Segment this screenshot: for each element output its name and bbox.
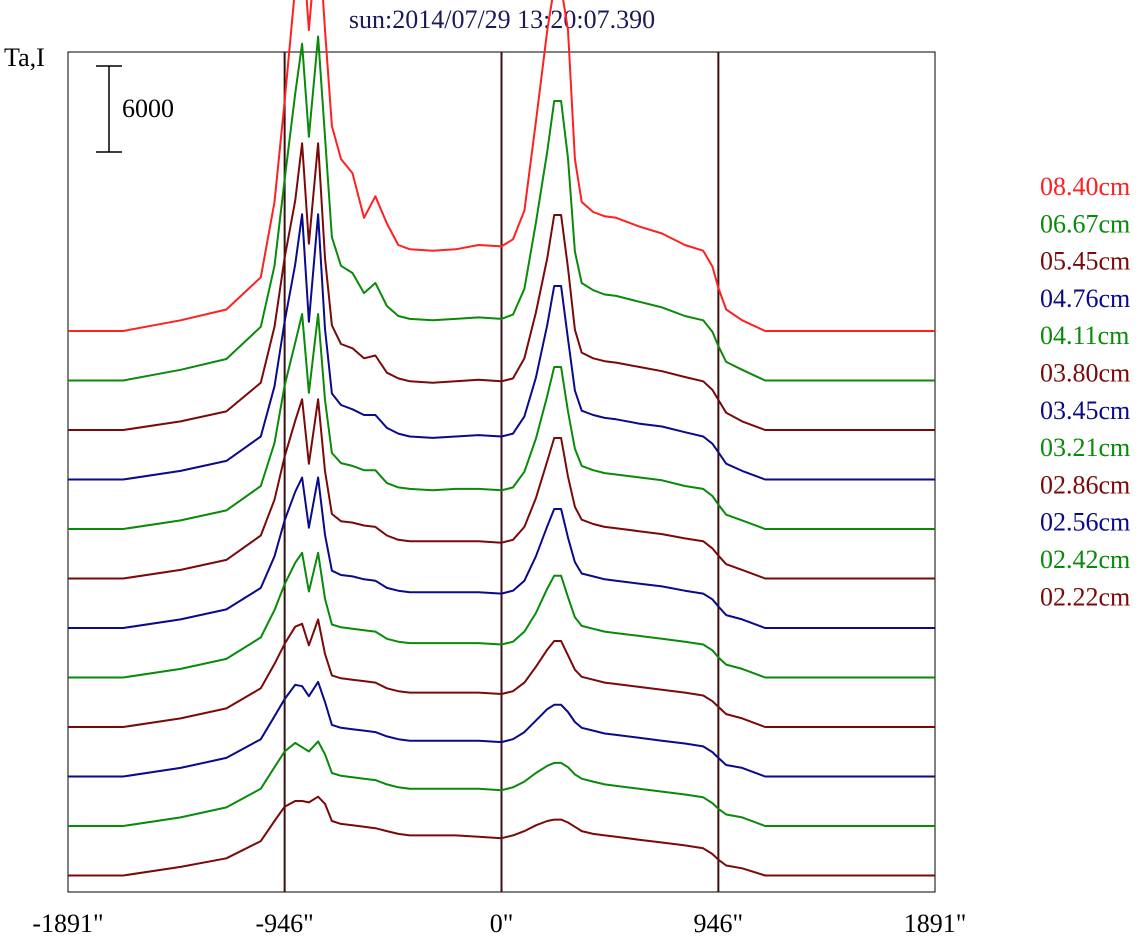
series-line [68,213,935,481]
legend-item: 04.11cm [1040,321,1129,350]
legend-item: 02.86cm [1040,470,1130,499]
legend-item: 05.45cm [1040,247,1130,276]
legend: 08.40cm 06.67cm 05.45cm 04.76cm 04.11cm 03.80… [1040,172,1130,611]
legend-item: 03.45cm [1040,396,1130,425]
legend-item: 03.80cm [1040,359,1130,388]
series-lines [68,0,935,877]
series-line [68,313,935,530]
series-line [68,551,935,679]
legend-item: 08.40cm [1040,172,1130,201]
x-tick-label: 946" [694,909,744,938]
legend-item: 06.67cm [1040,209,1130,238]
scale-bar-label: 6000 [122,94,174,123]
series-line [68,795,935,877]
x-tick-label: -946" [255,909,313,938]
legend-item: 02.56cm [1040,508,1130,537]
x-tick-labels: -1891" -946" 0" 946" 1891" [32,909,966,938]
series-line [68,680,935,778]
x-tick-label: 1891" [904,909,967,938]
series-line [68,142,935,431]
legend-item: 03.21cm [1040,433,1130,462]
series-line [68,476,935,629]
legend-item: 02.42cm [1040,545,1130,574]
chart-title: sun:2014/07/29 13:20:07.390 [349,5,655,34]
scale-bar: 6000 [96,65,174,153]
vertical-guides [283,52,720,892]
x-tick-label: -1891" [32,909,103,938]
series-line [68,398,935,580]
series-line [68,0,935,332]
legend-item: 02.22cm [1040,582,1130,611]
series-line [68,740,935,827]
x-tick-label: 0" [490,909,514,938]
series-line [68,35,935,382]
series-line [68,618,935,728]
legend-item: 04.76cm [1040,284,1130,313]
y-axis-label: Ta,I [4,43,45,72]
